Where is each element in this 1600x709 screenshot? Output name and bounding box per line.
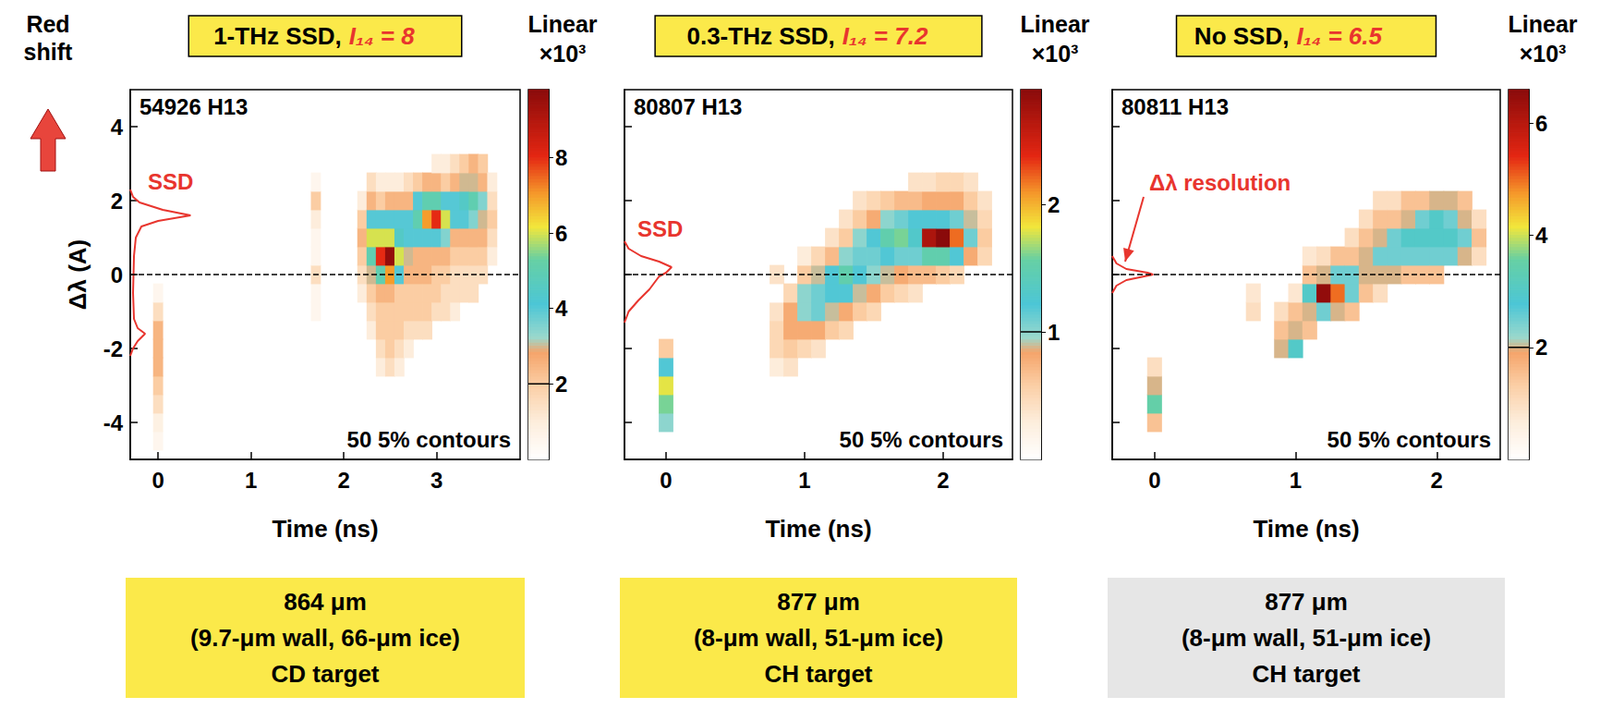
svg-text:2: 2 bbox=[110, 188, 123, 214]
svg-text:54926 H13: 54926 H13 bbox=[139, 94, 248, 120]
svg-text:I₁₄ = 7.2: I₁₄ = 7.2 bbox=[842, 22, 929, 50]
svg-text:864 μm: 864 μm bbox=[283, 587, 367, 616]
svg-text:2: 2 bbox=[1047, 192, 1060, 218]
svg-text:2: 2 bbox=[1535, 334, 1548, 360]
svg-text:4: 4 bbox=[110, 114, 124, 140]
svg-text:Δλ resolution: Δλ resolution bbox=[1149, 169, 1291, 195]
svg-text:Linear: Linear bbox=[1507, 11, 1577, 37]
svg-text:6: 6 bbox=[555, 220, 568, 246]
svg-text:2: 2 bbox=[555, 371, 568, 397]
svg-text:(8-μm wall, 51-μm ice): (8-μm wall, 51-μm ice) bbox=[693, 623, 944, 652]
svg-text:80807 H13: 80807 H13 bbox=[633, 94, 742, 120]
svg-text:0.3-THz SSD,: 0.3-THz SSD, bbox=[686, 22, 835, 50]
svg-text:1-THz SSD,: 1-THz SSD, bbox=[213, 22, 342, 50]
svg-text:2: 2 bbox=[936, 467, 949, 493]
svg-text:×10³: ×10³ bbox=[1519, 40, 1567, 67]
svg-text:CH target: CH target bbox=[763, 659, 873, 688]
svg-text:0: 0 bbox=[151, 467, 164, 493]
svg-text:(9.7-μm wall, 66-μm ice): (9.7-μm wall, 66-μm ice) bbox=[190, 623, 461, 652]
svg-text:-4: -4 bbox=[103, 410, 124, 436]
svg-text:1: 1 bbox=[1289, 467, 1302, 493]
svg-text:1: 1 bbox=[798, 467, 811, 493]
svg-text:0: 0 bbox=[1148, 467, 1161, 493]
svg-text:2: 2 bbox=[337, 467, 350, 493]
svg-text:Time (ns): Time (ns) bbox=[271, 514, 378, 543]
svg-text:No SSD,: No SSD, bbox=[1194, 22, 1290, 50]
svg-text:50 5% contours: 50 5% contours bbox=[347, 426, 511, 452]
svg-text:SSD: SSD bbox=[147, 169, 194, 194]
svg-text:Δλ (A): Δλ (A) bbox=[63, 239, 92, 310]
svg-text:80811 H13: 80811 H13 bbox=[1121, 94, 1229, 120]
svg-text:8: 8 bbox=[555, 145, 568, 170]
svg-text:I₁₄ = 8: I₁₄ = 8 bbox=[349, 22, 415, 50]
svg-text:877 μm: 877 μm bbox=[1264, 587, 1348, 616]
svg-text:6: 6 bbox=[1535, 110, 1548, 136]
svg-text:0: 0 bbox=[659, 467, 672, 493]
svg-text:-2: -2 bbox=[103, 336, 123, 362]
svg-text:CH target: CH target bbox=[1251, 659, 1360, 688]
svg-text:SSD: SSD bbox=[637, 216, 683, 242]
svg-text:Linear: Linear bbox=[1019, 11, 1090, 37]
svg-text:1: 1 bbox=[244, 467, 257, 493]
svg-text:50 5% contours: 50 5% contours bbox=[839, 426, 1004, 452]
svg-text:50 5% contours: 50 5% contours bbox=[1327, 426, 1491, 452]
svg-text:Time (ns): Time (ns) bbox=[1252, 514, 1359, 543]
svg-text:CD target: CD target bbox=[270, 659, 379, 688]
svg-text:Red: Red bbox=[25, 11, 70, 37]
svg-text:×10³: ×10³ bbox=[1031, 40, 1079, 67]
svg-text:shift: shift bbox=[24, 38, 73, 65]
svg-text:1: 1 bbox=[1047, 319, 1060, 345]
svg-text:4: 4 bbox=[555, 295, 569, 321]
svg-text:Time (ns): Time (ns) bbox=[764, 514, 872, 543]
svg-text:0: 0 bbox=[110, 262, 123, 288]
svg-text:4: 4 bbox=[1535, 222, 1549, 248]
svg-text:3: 3 bbox=[430, 467, 443, 493]
svg-text:(8-μm wall, 51-μm ice): (8-μm wall, 51-μm ice) bbox=[1181, 623, 1431, 652]
svg-text:×10³: ×10³ bbox=[539, 40, 587, 67]
svg-text:I₁₄ = 6.5: I₁₄ = 6.5 bbox=[1296, 22, 1382, 50]
svg-text:877 μm: 877 μm bbox=[776, 587, 861, 616]
svg-text:Linear: Linear bbox=[527, 11, 597, 37]
svg-text:2: 2 bbox=[1430, 467, 1443, 493]
